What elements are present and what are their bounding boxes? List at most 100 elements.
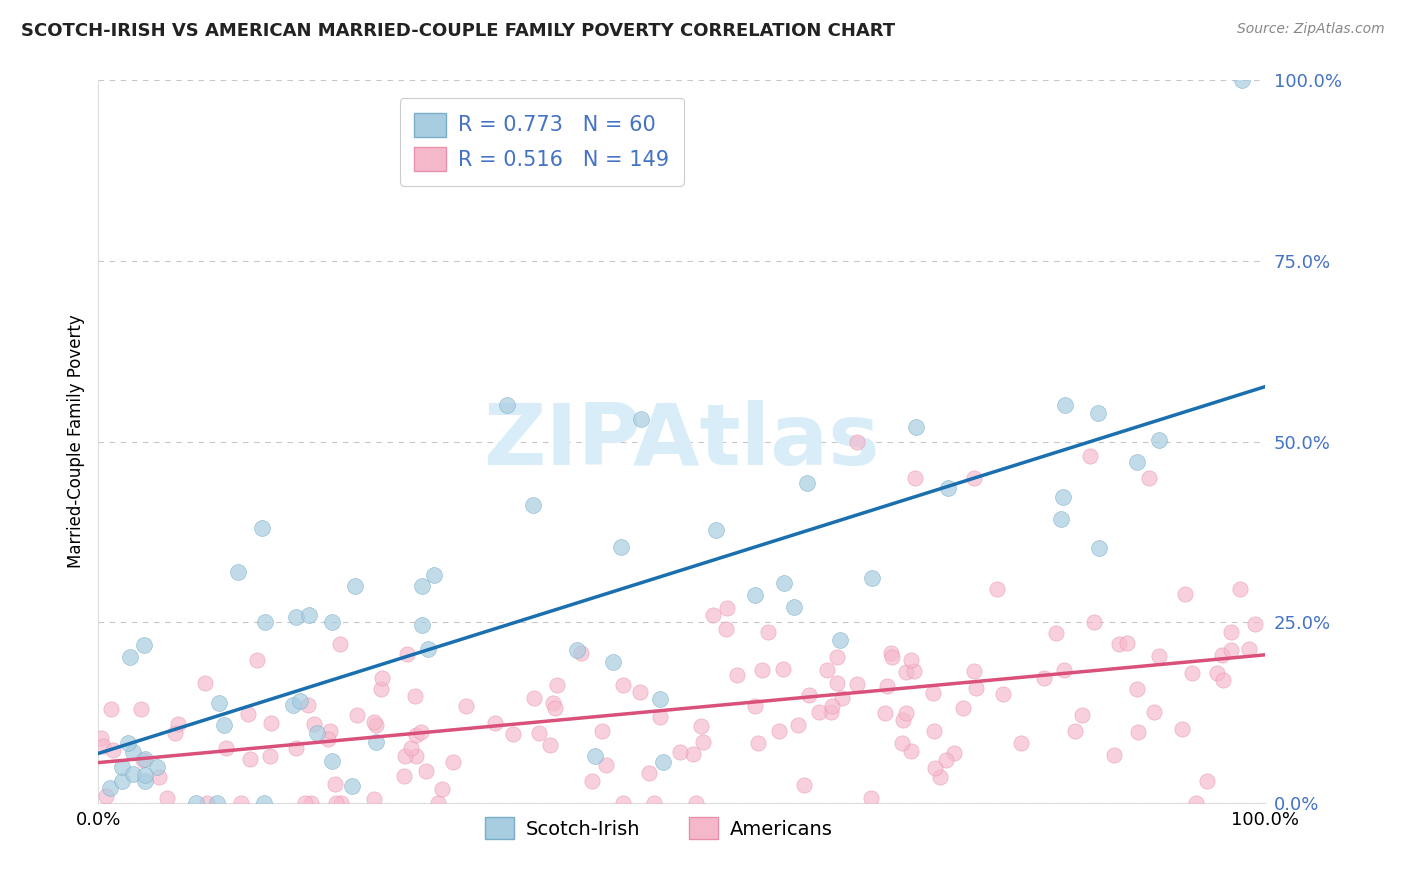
Point <box>1010 736 1032 750</box>
Text: SCOTCH-IRISH VS AMERICAN MARRIED-COUPLE FAMILY POVERTY CORRELATION CHART: SCOTCH-IRISH VS AMERICAN MARRIED-COUPLE … <box>21 22 896 40</box>
Point <box>716 600 738 615</box>
Point <box>454 699 477 714</box>
Point <box>118 649 141 664</box>
Point <box>129 702 152 716</box>
Point <box>411 618 433 632</box>
Point <box>1083 615 1105 630</box>
Point <box>427 796 450 810</box>
Point <box>484 715 506 730</box>
Point <box>215 741 238 756</box>
Point <box>363 792 385 806</box>
Point <box>935 753 957 767</box>
Point <box>963 664 986 678</box>
Point <box>943 746 966 760</box>
Point <box>538 738 561 752</box>
Point <box>259 749 281 764</box>
Point <box>409 724 432 739</box>
Point <box>965 681 987 696</box>
Point <box>1087 407 1109 421</box>
Point <box>1219 643 1241 657</box>
Point <box>363 715 385 730</box>
Point <box>820 705 842 719</box>
Point <box>111 760 134 774</box>
Point <box>1237 641 1260 656</box>
Point <box>1147 648 1170 663</box>
Point <box>929 770 952 784</box>
Point <box>298 608 321 623</box>
Point <box>682 747 704 762</box>
Point <box>569 646 592 660</box>
Point <box>610 541 633 555</box>
Point <box>430 782 453 797</box>
Point <box>891 736 914 750</box>
Point <box>496 398 519 412</box>
Point <box>523 690 546 705</box>
Point <box>1116 636 1139 650</box>
Point <box>1197 774 1219 789</box>
Point <box>815 663 838 677</box>
Point <box>239 752 262 766</box>
Legend: Scotch-Irish, Americans: Scotch-Irish, Americans <box>477 809 841 847</box>
Point <box>1185 796 1208 810</box>
Point <box>860 571 883 585</box>
Point <box>1211 648 1233 663</box>
Point <box>1174 587 1197 601</box>
Y-axis label: Married-Couple Family Poverty: Married-Couple Family Poverty <box>66 315 84 568</box>
Point <box>156 790 179 805</box>
Point <box>793 778 815 792</box>
Point <box>880 649 903 664</box>
Point <box>1230 73 1253 87</box>
Point <box>529 726 551 740</box>
Point <box>904 420 927 434</box>
Point <box>825 650 848 665</box>
Point <box>648 692 671 706</box>
Point <box>894 706 917 721</box>
Point <box>195 796 218 810</box>
Point <box>288 694 311 708</box>
Point <box>117 736 139 750</box>
Point <box>595 758 617 772</box>
Point <box>891 713 914 727</box>
Point <box>441 755 464 769</box>
Point <box>165 726 187 740</box>
Point <box>415 764 437 779</box>
Text: Source: ZipAtlas.com: Source: ZipAtlas.com <box>1237 22 1385 37</box>
Point <box>725 667 748 681</box>
Point <box>1102 747 1125 762</box>
Point <box>1142 705 1164 719</box>
Point <box>101 743 124 757</box>
Point <box>685 796 707 810</box>
Point <box>205 796 228 810</box>
Point <box>134 752 156 766</box>
Point <box>541 696 564 710</box>
Point <box>986 582 1008 596</box>
Point <box>846 677 869 691</box>
Point <box>544 701 567 715</box>
Point <box>894 665 917 679</box>
Point <box>394 749 416 764</box>
Point <box>1126 455 1149 469</box>
Point <box>396 648 419 662</box>
Point <box>648 710 671 724</box>
Point <box>1181 666 1204 681</box>
Point <box>236 706 259 721</box>
Point <box>371 671 394 685</box>
Point <box>423 568 446 582</box>
Point <box>321 615 343 630</box>
Point <box>612 678 634 692</box>
Point <box>1088 541 1111 555</box>
Point <box>392 768 415 782</box>
Point <box>302 716 325 731</box>
Point <box>807 705 830 719</box>
Point <box>1049 512 1071 526</box>
Point <box>405 728 427 742</box>
Point <box>952 701 974 715</box>
Point <box>132 639 155 653</box>
Point <box>1052 490 1074 504</box>
Point <box>581 774 603 789</box>
Point <box>773 576 796 591</box>
Point <box>319 723 342 738</box>
Point <box>340 779 363 793</box>
Point <box>716 622 738 636</box>
Point <box>880 646 903 660</box>
